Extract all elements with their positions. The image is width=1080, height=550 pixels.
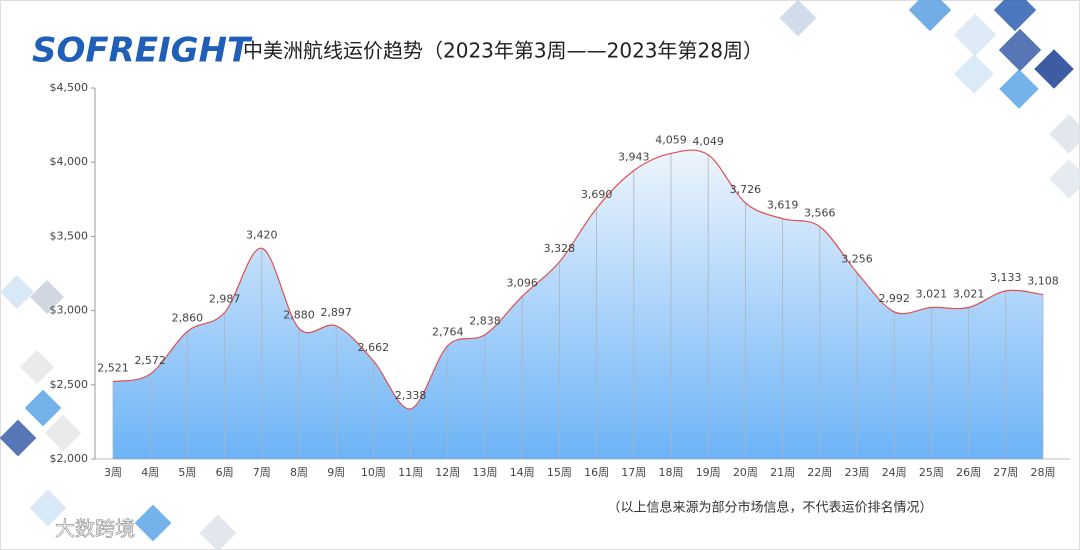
value-label: 2,838 <box>469 315 501 328</box>
x-tick-label: 20周 <box>733 466 758 479</box>
x-tick-label: 7周 <box>253 466 271 479</box>
value-label: 3,619 <box>767 199 799 212</box>
value-label: 2,880 <box>283 308 315 321</box>
y-tick-label: $3,500 <box>50 229 89 242</box>
value-label: 2,572 <box>134 354 166 367</box>
x-tick-label: 26周 <box>956 466 981 479</box>
value-label: 2,338 <box>395 389 427 402</box>
x-tick-label: 22周 <box>807 466 832 479</box>
value-label: 2,992 <box>878 292 910 305</box>
value-label: 4,049 <box>692 135 724 148</box>
x-tick-label: 21周 <box>770 466 795 479</box>
value-label: 2,521 <box>97 362 129 375</box>
x-tick-label: 18周 <box>659 466 684 479</box>
value-label: 2,987 <box>209 293 241 306</box>
y-tick-label: $4,000 <box>50 155 89 168</box>
value-label: 3,256 <box>841 253 873 266</box>
value-label: 3,420 <box>246 228 278 241</box>
x-tick-label: 5周 <box>178 466 196 479</box>
x-tick-label: 8周 <box>290 466 308 479</box>
value-label: 3,108 <box>1027 275 1059 288</box>
value-label: 4,059 <box>655 133 687 146</box>
y-tick-label: $2,000 <box>50 452 89 465</box>
value-label: 3,328 <box>544 242 576 255</box>
x-tick-label: 6周 <box>216 466 234 479</box>
chart-title: 中美洲航线运价趋势（2023年第3周——2023年第28周） <box>243 39 763 63</box>
area <box>113 150 1043 460</box>
x-tick-label: 3周 <box>104 466 122 479</box>
x-tick-label: 12周 <box>435 466 460 479</box>
y-tick-label: $3,000 <box>50 304 89 317</box>
value-label: 2,860 <box>172 311 204 324</box>
value-label: 2,897 <box>320 306 352 319</box>
value-label: 3,021 <box>916 287 948 300</box>
value-label: 3,096 <box>506 276 538 289</box>
line <box>112 149 1044 410</box>
x-tick-label: 16周 <box>584 466 609 479</box>
x-tick-label: 11周 <box>398 466 423 479</box>
x-tick-label: 25周 <box>919 466 944 479</box>
value-label: 2,662 <box>358 341 390 354</box>
value-label: 3,726 <box>730 183 762 196</box>
x-tick-label: 17周 <box>621 466 646 479</box>
value-label: 3,566 <box>804 207 836 220</box>
x-tick-label: 23周 <box>845 466 870 479</box>
value-label: 3,690 <box>581 188 613 201</box>
y-tick-label: $4,500 <box>50 81 89 94</box>
x-tick-label: 19周 <box>696 466 721 479</box>
value-label: 2,764 <box>432 326 464 339</box>
x-tick-label: 4周 <box>141 466 159 479</box>
x-tick-label: 13周 <box>473 466 498 479</box>
x-tick-label: 9周 <box>327 466 345 479</box>
value-label: 3,133 <box>990 271 1022 284</box>
x-tick-label: 14周 <box>510 466 535 479</box>
watermark: 大数跨境 <box>55 517 135 541</box>
x-tick-label: 27周 <box>993 466 1018 479</box>
x-tick-label: 24周 <box>882 466 907 479</box>
value-label: 3,943 <box>618 151 650 164</box>
value-label: 3,021 <box>953 287 985 300</box>
y-tick-label: $2,500 <box>50 378 89 391</box>
x-tick-label: 15周 <box>547 466 572 479</box>
x-tick-label: 28周 <box>1031 466 1056 479</box>
note: （以上信息来源为部分市场信息，不代表运价排名情况） <box>607 500 932 516</box>
logo: SOFREIGHT <box>32 31 253 71</box>
x-tick-label: 10周 <box>361 466 386 479</box>
